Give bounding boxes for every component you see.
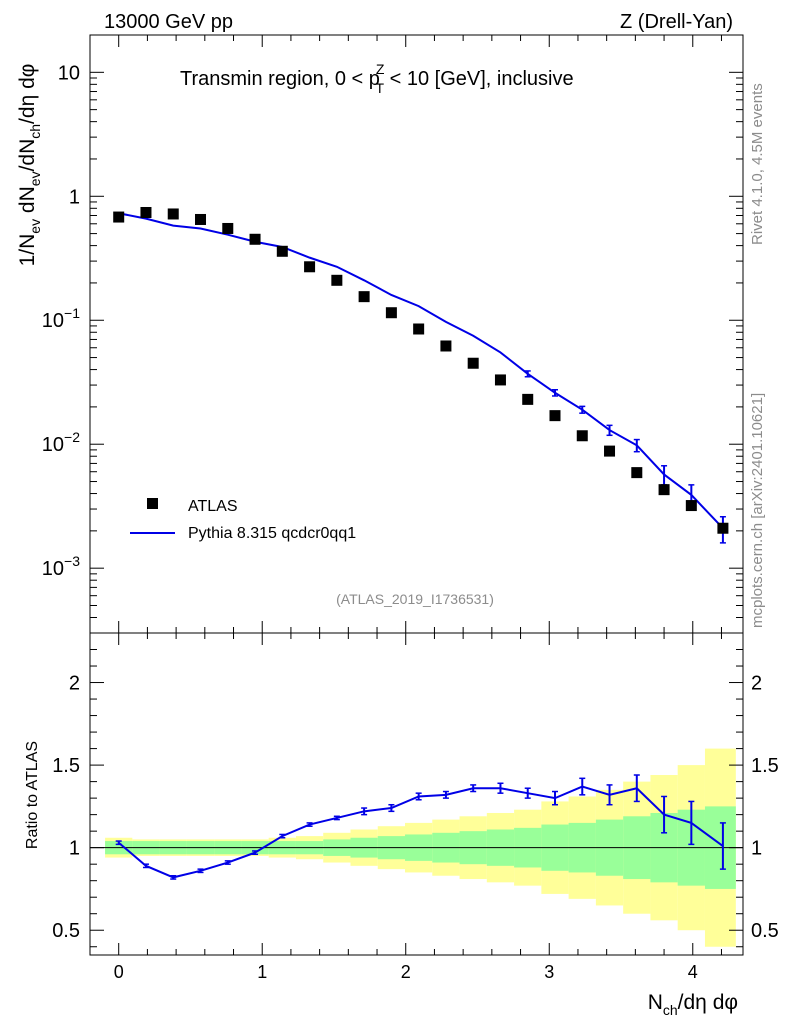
atlas-data-point: [167, 208, 179, 220]
main-data-points: [113, 206, 729, 534]
main-title: Transmin region, 0 < pZ T < 10 [GeV], inc…: [180, 61, 574, 96]
ratio-y-tick-label-left: 0.5: [52, 920, 80, 942]
main-mc-error-bars: [524, 370, 726, 544]
atlas-data-point: [576, 430, 588, 442]
x-tick-label: 0: [114, 962, 124, 982]
atlas-data-point: [331, 274, 343, 286]
legend: ATLAS Pythia 8.315 qcdcr0qq1: [130, 498, 356, 542]
x-axis-label: Nch/dη dφ: [648, 991, 738, 1018]
atlas-data-point: [140, 206, 152, 218]
main-mc-line: [118, 212, 724, 529]
main-y-tick-label: 1: [69, 186, 80, 208]
ratio-y-tick-label-right: 2: [751, 673, 762, 695]
ratio-frame: [89, 632, 744, 956]
header-left: 13000 GeV pp: [104, 11, 233, 33]
ratio-mc-line: [118, 785, 724, 879]
main-x-ticks: [89, 35, 722, 633]
atlas-data-point: [440, 340, 452, 352]
ratio-x-ticks: 0 1 2 3 4: [89, 633, 722, 982]
legend-mc-label: Pythia 8.315 qcdcr0qq1: [188, 525, 356, 542]
ratio-y-axis-label: Ratio to ATLAS: [24, 741, 41, 849]
atlas-data-point: [494, 374, 506, 386]
atlas-data-point: [522, 393, 534, 405]
atlas-data-point: [658, 484, 670, 496]
main-y-tick-label: 10−2: [42, 429, 80, 456]
atlas-data-point: [195, 213, 207, 225]
ratio-y-tick-label-right: 1.5: [751, 755, 779, 777]
atlas-data-point: [467, 357, 479, 369]
ratio-y-tick-label-left: 1: [69, 838, 80, 860]
main-plot: 10 1 10−1 10−2 10−3 Transmin region, 0 < pZ T…: [16, 34, 744, 634]
main-y-tick-label: 10−3: [42, 553, 80, 580]
main-y-tick-label: 10−1: [42, 305, 80, 332]
ratio-y-tick-label-left: 1.5: [52, 755, 80, 777]
atlas-data-point: [358, 291, 370, 303]
header-right: Z (Drell-Yan): [620, 11, 733, 33]
x-tick-label: 3: [544, 962, 554, 982]
legend-atlas-marker: [147, 498, 158, 509]
rivet-label: Rivet 4.1.0, 4.5M events: [749, 83, 766, 245]
atlas-data-point: [385, 307, 397, 319]
mcplots-label: mcplots.cern.ch [arXiv:2401.10621]: [749, 393, 766, 628]
main-y-tick-label: 10: [58, 62, 80, 84]
x-tick-label: 1: [257, 962, 267, 982]
atlas-data-point: [249, 233, 261, 245]
atlas-data-point: [113, 211, 125, 223]
atlas-data-point: [631, 467, 643, 479]
ratio-y-tick-label-right: 0.5: [751, 920, 779, 942]
atlas-data-point: [413, 323, 425, 335]
ratio-y-tick-label-left: 2: [69, 673, 80, 695]
atlas-data-point: [276, 245, 288, 257]
ratio-plot: 0 1 2 3 4 2 2 1.5 1.5 1 1 0.5 0.5 Ratio to ATLAS Nc…: [24, 632, 779, 1018]
atlas-data-point: [304, 261, 316, 273]
main-y-axis-label: 1/Nev dNev/dNch/dη dφ: [16, 64, 43, 267]
x-tick-label: 2: [401, 962, 411, 982]
x-tick-label: 4: [688, 962, 698, 982]
atlas-data-point: [685, 500, 697, 512]
atlas-data-point: [222, 222, 234, 234]
ratio-y-ticks: 2 2 1.5 1.5 1 1 0.5 0.5: [52, 649, 779, 948]
legend-atlas-label: ATLAS: [188, 498, 238, 515]
atlas-data-point: [604, 445, 616, 457]
analysis-watermark: (ATLAS_2019_I1736531): [336, 591, 494, 607]
main-y-ticks: 10 1 10−1 10−2 10−3: [42, 34, 743, 634]
atlas-data-point: [717, 522, 729, 534]
atlas-data-point: [549, 410, 561, 422]
ratio-y-tick-label-right: 1: [751, 838, 762, 860]
